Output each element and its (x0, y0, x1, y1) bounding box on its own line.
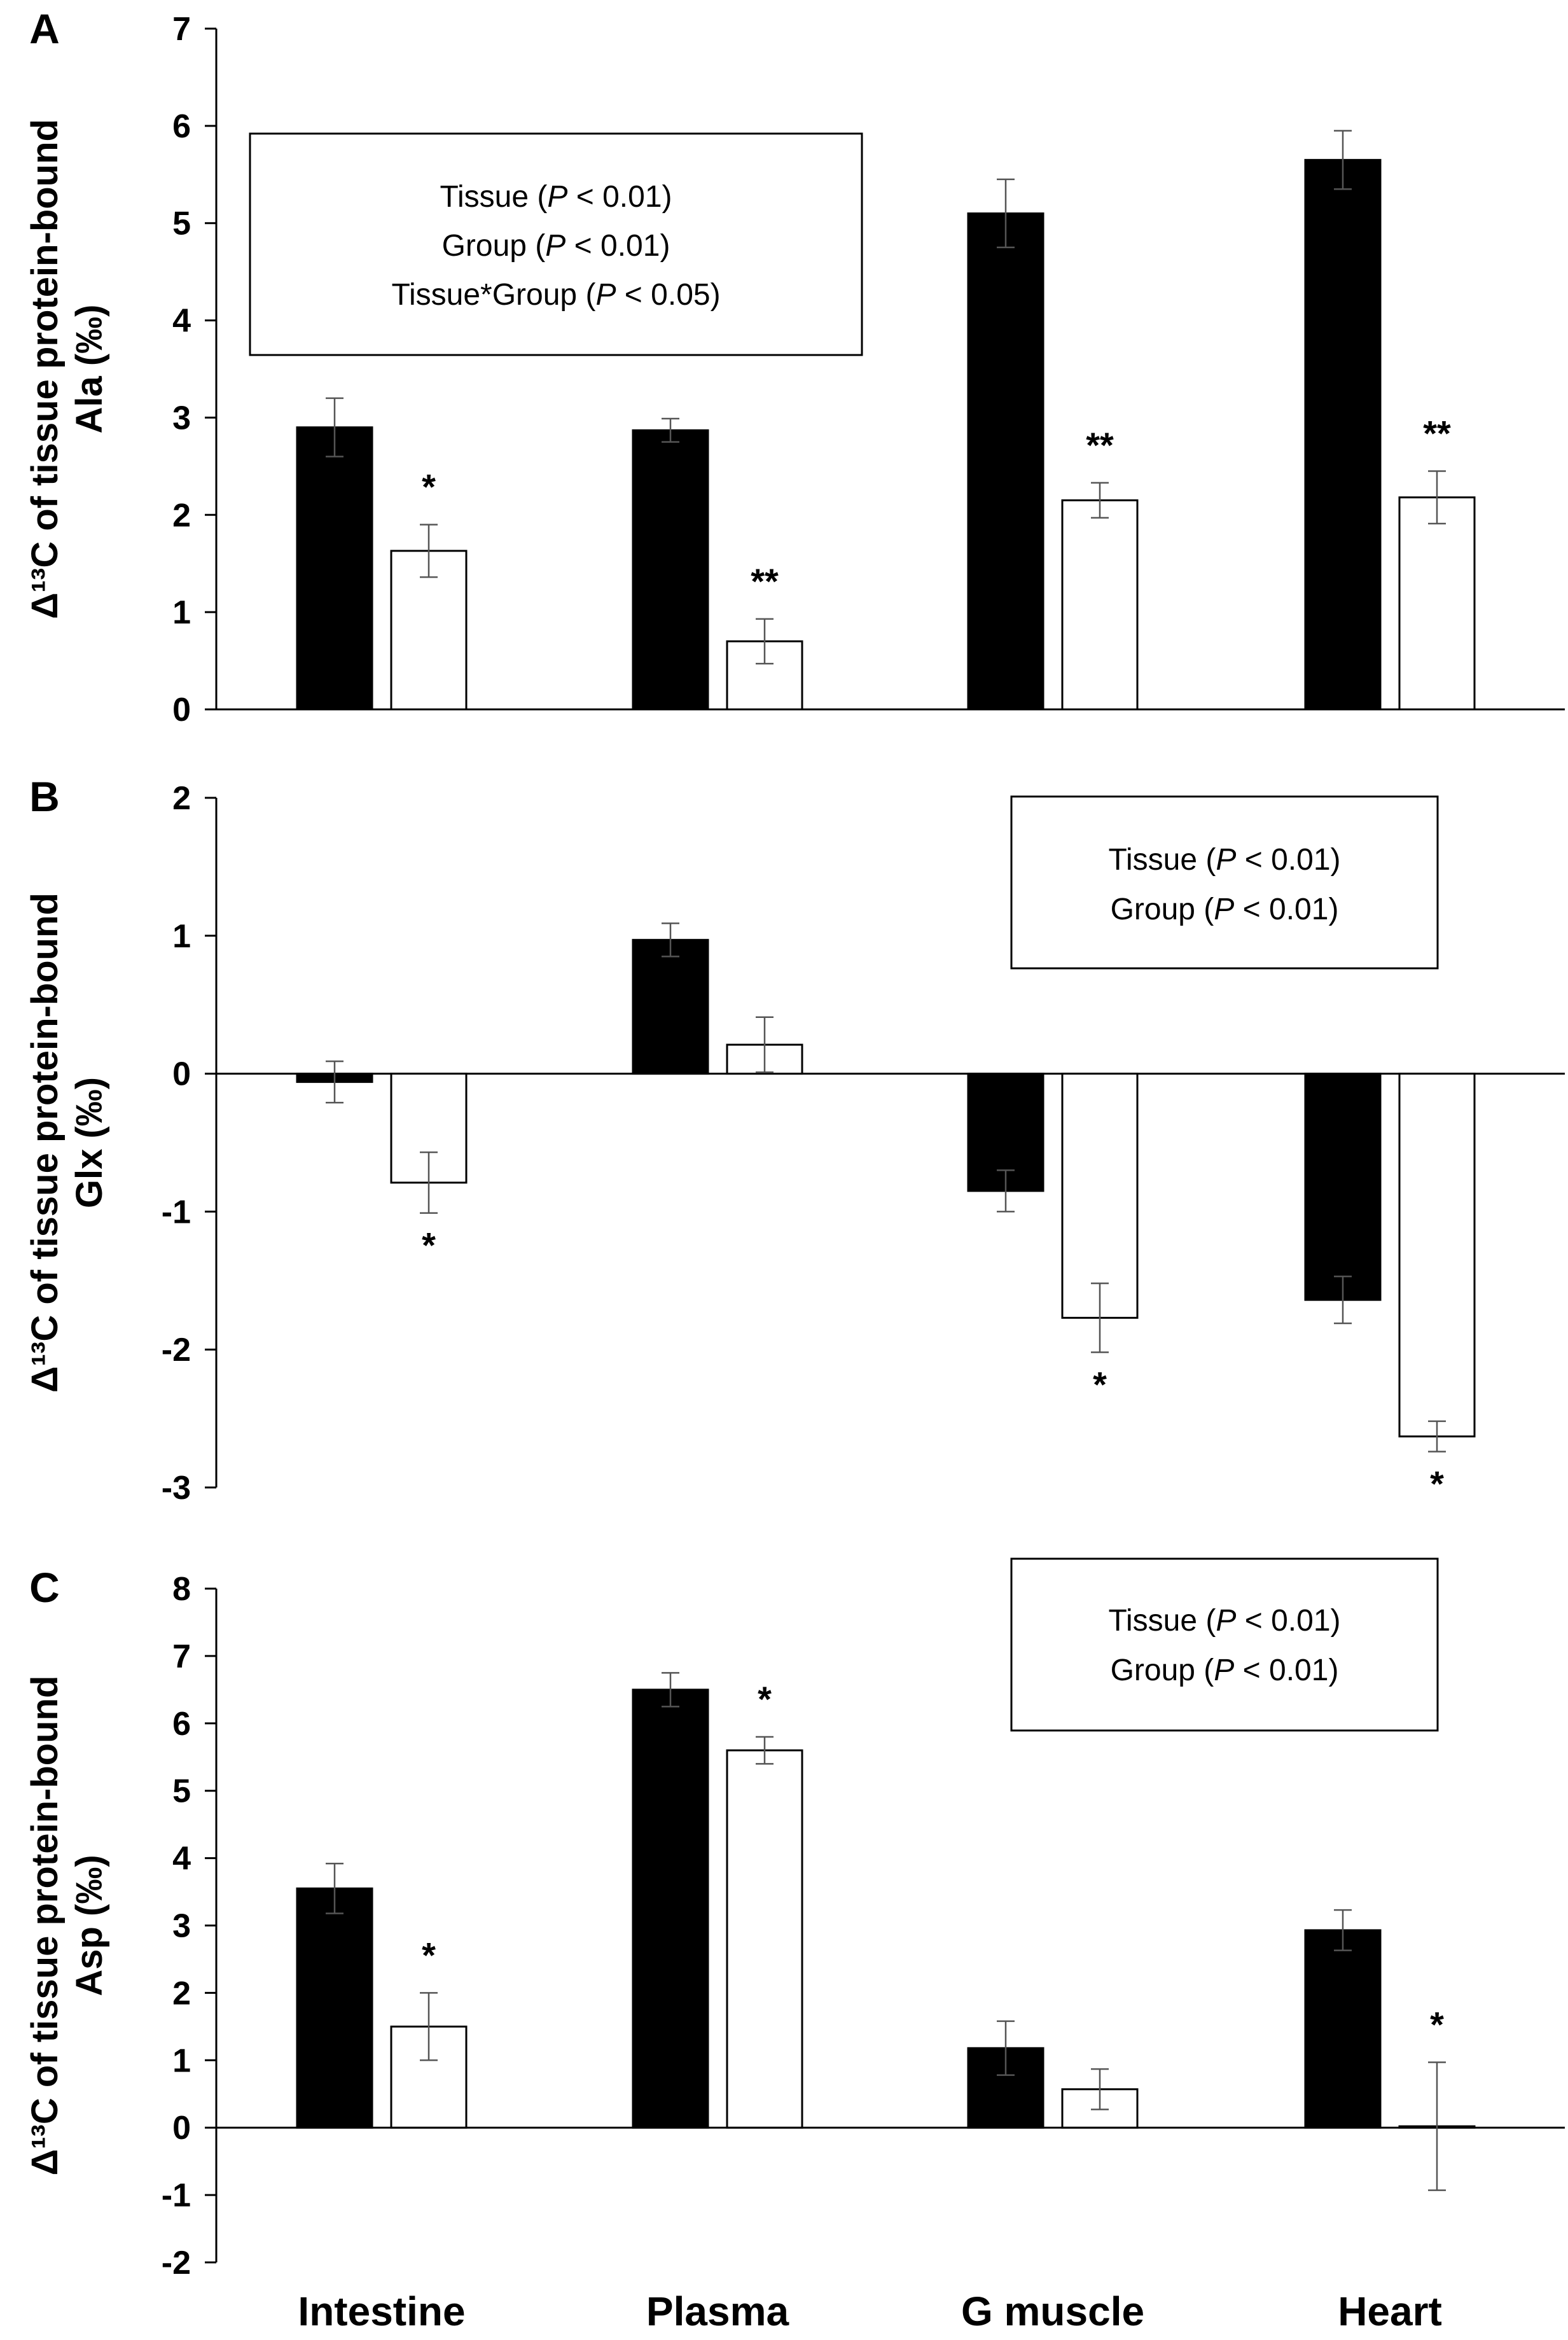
panel-b-bar-g-muscle-2 (1061, 1073, 1139, 1319)
panel-c-stats-line-1: Tissue (P < 0.01) (1108, 1604, 1340, 1638)
panel-c-stats-line-2: Group (P < 0.01) (1111, 1654, 1339, 1687)
panel-c-y-tick-label: 2 (172, 1975, 191, 2012)
panel-c-y-tick-label: 4 (172, 1841, 191, 1877)
panel-b-stats-box (1010, 795, 1439, 970)
panel-a-y-tick-label: 7 (172, 11, 191, 48)
panel-a-stats-box (249, 132, 863, 356)
panel-a-stats-line-1: Tissue (P < 0.01) (440, 180, 672, 214)
panel-a-stats-line-3: Tissue*Group (P < 0.05) (391, 278, 720, 312)
panel-a-bar-intestine-1 (296, 426, 373, 711)
panel-a-y-tick-label: 5 (172, 205, 191, 242)
panel-b-bar-heart-1 (1304, 1073, 1382, 1301)
panel-a-bar-g-muscle-1 (967, 212, 1044, 711)
panel-c-bar-heart-1 (1304, 1929, 1382, 2129)
panel-b-stats-line-1: Tissue (P < 0.01) (1108, 843, 1340, 877)
panel-b-y-tick-label: 1 (172, 918, 191, 955)
panel-a-y-tick-label: 6 (172, 108, 191, 145)
panel-c-y-tick-label: 1 (172, 2042, 191, 2079)
panel-c-y-tick-label: 8 (172, 1571, 191, 1608)
panel-b-bar-heart-2 (1398, 1073, 1476, 1438)
panel-c-y-tick-label: 7 (172, 1638, 191, 1675)
panel-a-significance-marker: ** (1423, 414, 1451, 454)
panel-c-bar-plasma-2 (726, 1749, 803, 2129)
panel-a-y-label-line1: Δ¹³C of tissue protein-bound (24, 119, 66, 619)
panel-b-significance-marker: * (1093, 1365, 1107, 1405)
panel-b-y-label-line2: Glx (‰) (69, 1077, 110, 1208)
panel-a-significance-marker: ** (1086, 425, 1114, 465)
panel-c-y-label-line2: Asp (‰) (69, 1855, 110, 1996)
panel-a-stats-line-2: Group (P < 0.01) (442, 229, 670, 263)
panel-a-bar-intestine-2 (390, 550, 468, 711)
panel-b-y-tick-label: -3 (162, 1470, 191, 1507)
panel-b-y-tick-label: -2 (162, 1332, 191, 1368)
panel-a-y-tick-label: 1 (172, 594, 191, 631)
panel-a-significance-marker: ** (751, 561, 779, 601)
panel-b-letter: B (29, 773, 60, 820)
panel-a-y-tick-label: 3 (172, 400, 191, 436)
panel-a-bar-g-muscle-2 (1061, 499, 1139, 711)
panel-b-y-tick-label: 2 (172, 780, 191, 817)
panel-c-letter: C (29, 1564, 60, 1611)
panel-b-significance-marker: * (1430, 1464, 1444, 1504)
panel-b-y-label-line1: Δ¹³C of tissue protein-bound (24, 893, 66, 1393)
category-label-heart: Heart (1338, 2288, 1442, 2334)
panel-a-y-tick-label: 0 (172, 692, 191, 728)
panel-a-bar-heart-1 (1304, 158, 1382, 711)
panel-c-y-tick-label: 5 (172, 1773, 191, 1810)
panel-b-stats-line-2: Group (P < 0.01) (1111, 893, 1339, 926)
panel-c-y-tick-label: 6 (172, 1706, 191, 1743)
panel-c-y-tick-label: -1 (162, 2177, 191, 2214)
panel-c-stats-box (1010, 1557, 1439, 1732)
panel-c-y-tick-label: -2 (162, 2245, 191, 2281)
panel-a-letter: A (29, 5, 60, 52)
panel-b-y-tick-label: 0 (172, 1056, 191, 1093)
panel-c-y-label-line1: Δ¹³C of tissue protein-bound (24, 1676, 66, 2176)
panel-c-significance-marker: * (758, 1679, 772, 1719)
panel-a-bar-heart-2 (1398, 496, 1476, 711)
panel-a-y-tick-label: 2 (172, 497, 191, 534)
category-label-intestine: Intestine (298, 2288, 465, 2334)
panel-b-y-tick-label: -1 (162, 1194, 191, 1230)
panel-b-bar-plasma-1 (632, 938, 709, 1075)
panel-a-y-label-line2: Ala (‰) (69, 305, 110, 434)
panel-b-significance-marker: * (422, 1225, 436, 1265)
panel-c-significance-marker: * (1430, 2004, 1444, 2044)
panel-c-significance-marker: * (422, 1935, 436, 1975)
panel-a-bar-plasma-1 (632, 429, 709, 711)
panel-a-y-tick-label: 4 (172, 303, 191, 340)
category-label-plasma: Plasma (646, 2288, 789, 2334)
panel-c-bar-plasma-1 (632, 1689, 709, 2129)
panel-c-y-tick-label: 3 (172, 1908, 191, 1945)
panel-c-bar-intestine-1 (296, 1887, 373, 2129)
panel-c-y-tick-label: 0 (172, 2110, 191, 2147)
panel-a-significance-marker: * (422, 467, 436, 507)
category-label-g-muscle: G muscle (961, 2288, 1144, 2334)
